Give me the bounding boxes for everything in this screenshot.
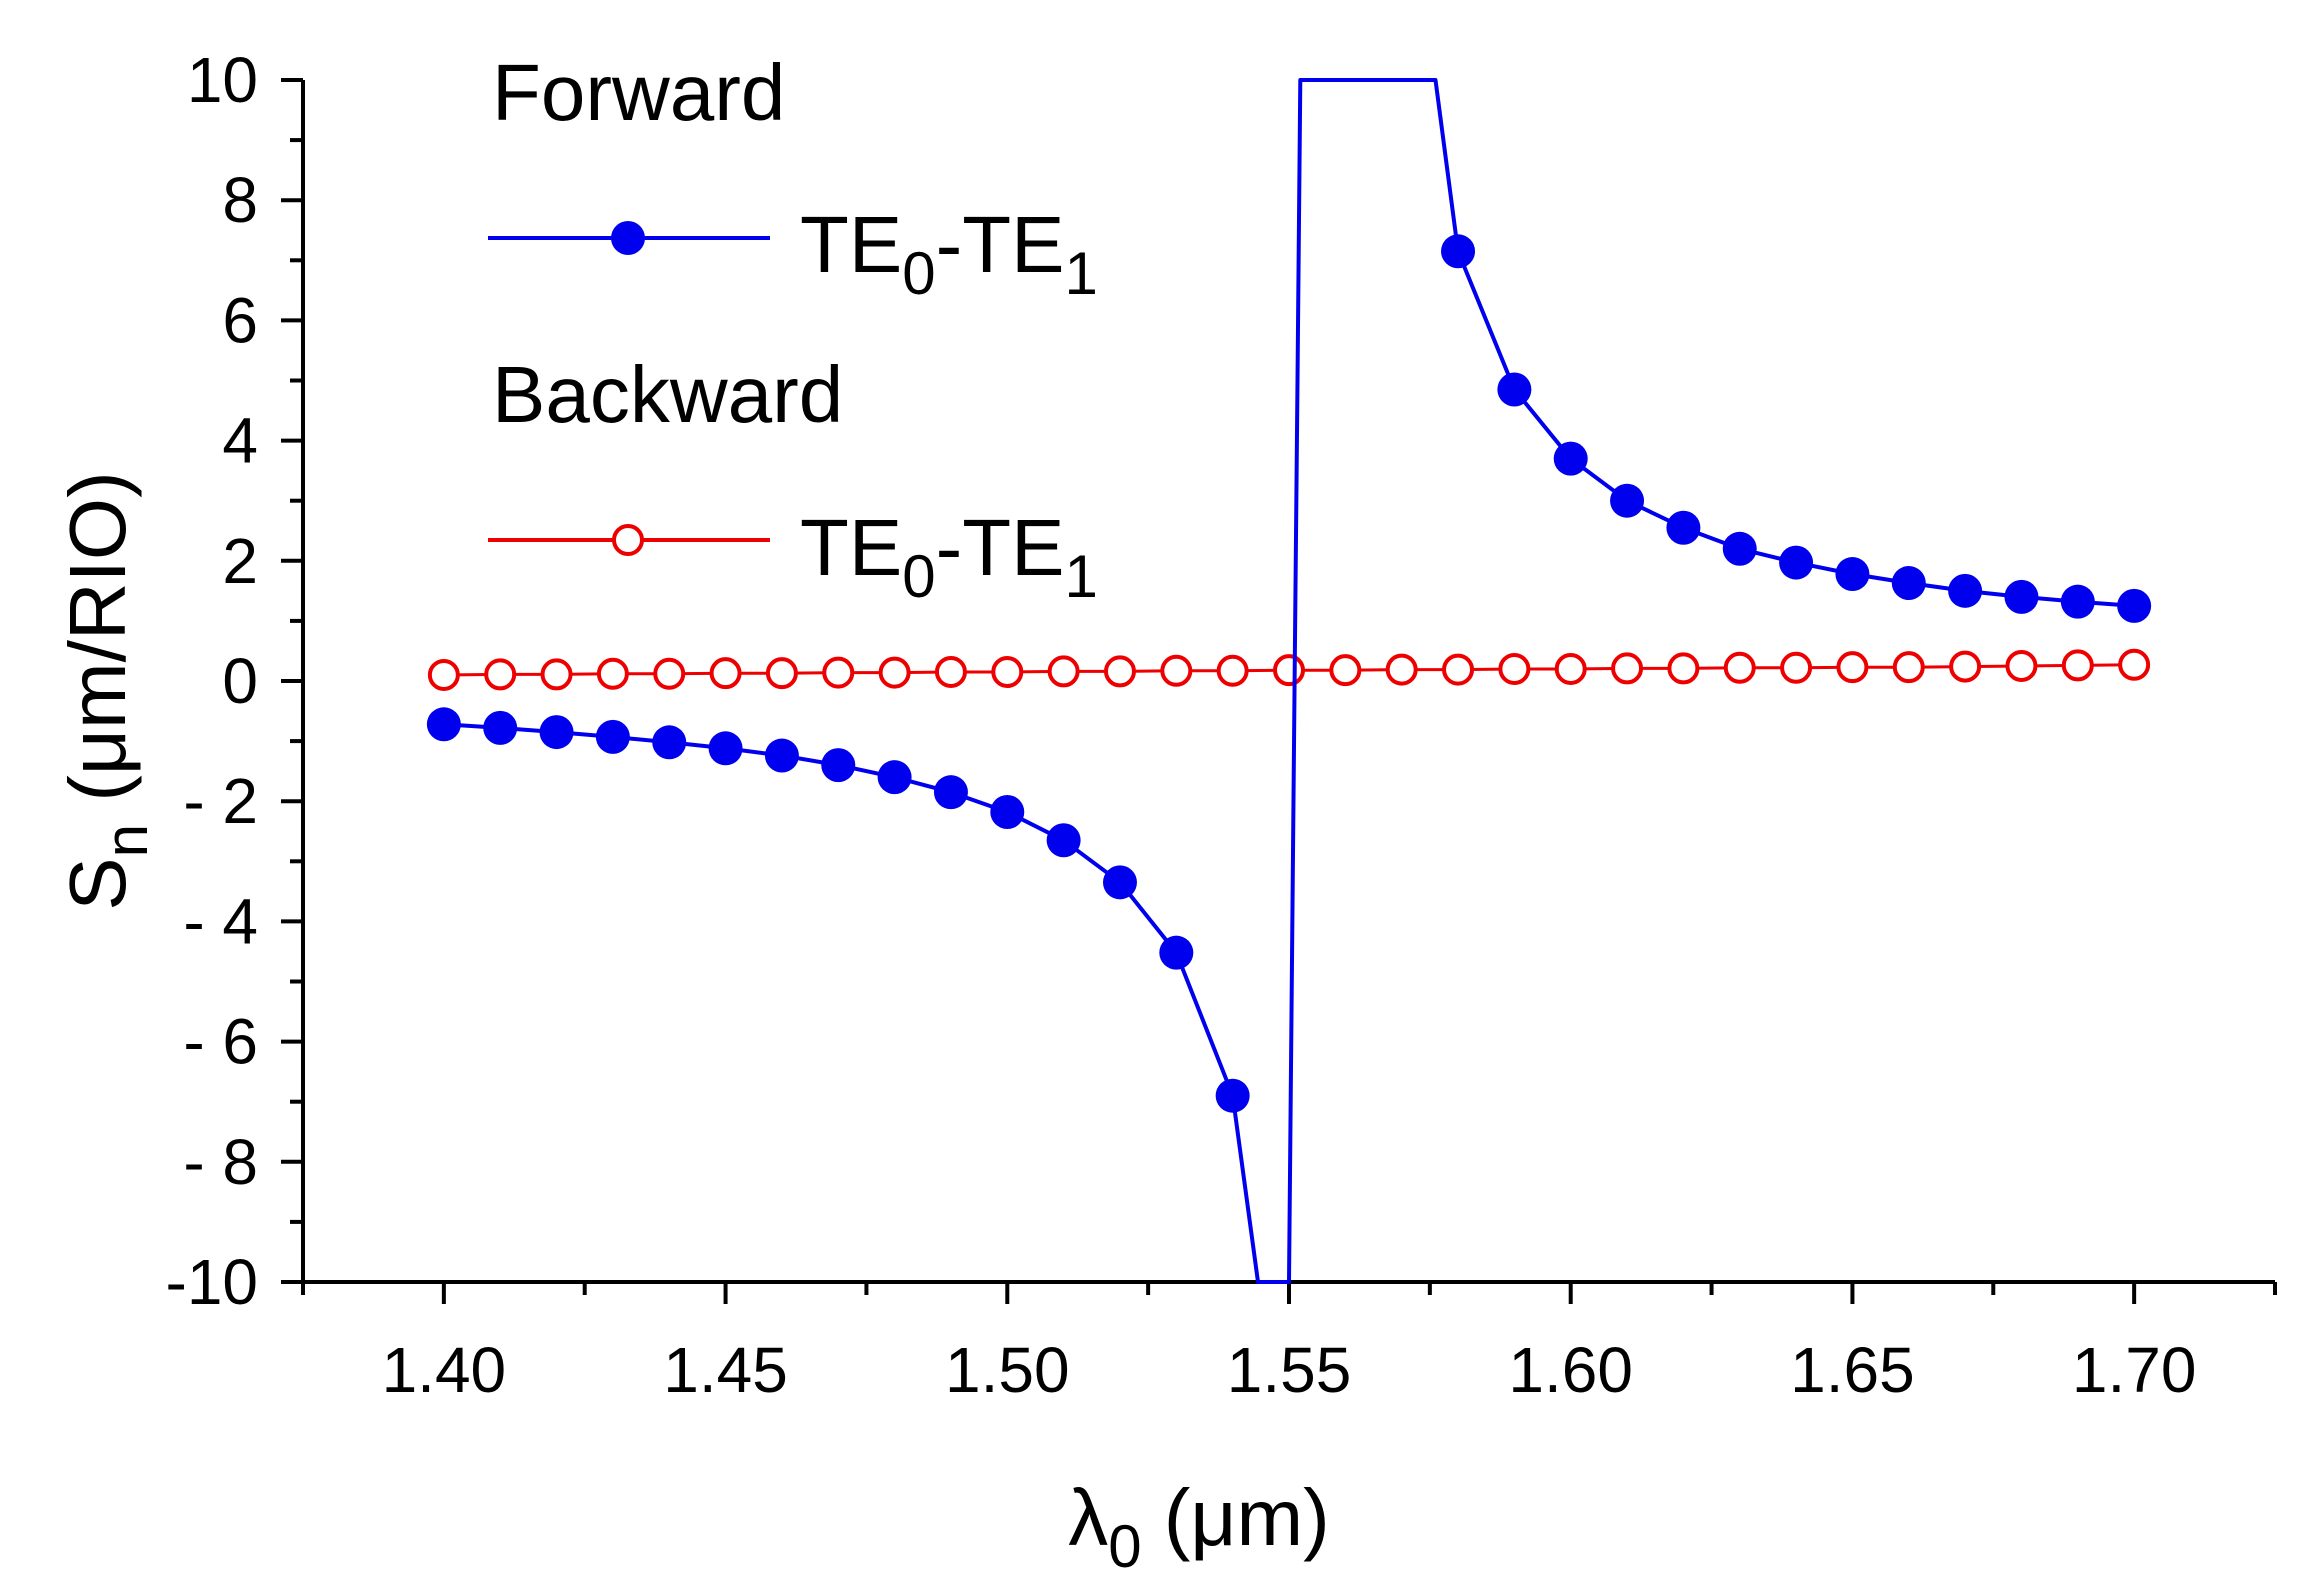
backward-point bbox=[1836, 651, 1869, 684]
backward-point bbox=[878, 656, 911, 689]
forward-point bbox=[1948, 573, 1983, 608]
forward-point bbox=[1610, 483, 1645, 518]
backward-point bbox=[991, 655, 1024, 688]
axes: 1.40 1.45 1.50 1.55 1.60 1.65 1.70 10 8 6 4 2 0 - 2 - … bbox=[53, 44, 2277, 1580]
forward-point bbox=[652, 725, 687, 760]
backward-point bbox=[2118, 648, 2151, 681]
backward-point bbox=[427, 658, 460, 691]
x-tick-label: 1.70 bbox=[2072, 1334, 2197, 1406]
x-axis-title: λ0 (μm) bbox=[1068, 1473, 1330, 1580]
forward-point bbox=[1215, 1078, 1250, 1113]
backward-point bbox=[1780, 651, 1813, 684]
forward-point bbox=[1046, 823, 1081, 858]
y-tick-label: 4 bbox=[222, 405, 258, 477]
x-tick-label: 1.45 bbox=[663, 1334, 788, 1406]
backward-point bbox=[934, 655, 967, 688]
x-tick-label: 1.55 bbox=[1227, 1334, 1352, 1406]
y-tick-label: - 8 bbox=[183, 1126, 258, 1198]
backward-point bbox=[1498, 652, 1531, 685]
forward-point bbox=[1553, 441, 1588, 476]
backward-point bbox=[1103, 655, 1136, 688]
forward-point bbox=[1497, 372, 1532, 407]
backward-point bbox=[1047, 655, 1080, 688]
backward-point bbox=[1667, 652, 1700, 685]
backward-point bbox=[484, 658, 517, 691]
legend-label: TE0-TE1 bbox=[800, 503, 1098, 610]
forward-point bbox=[539, 715, 574, 750]
backward-point bbox=[596, 657, 629, 690]
backward-point bbox=[540, 658, 573, 691]
forward-point bbox=[1722, 531, 1757, 566]
y-tick-label: 6 bbox=[222, 284, 258, 356]
forward-point bbox=[1159, 935, 1194, 970]
forward-point bbox=[1779, 545, 1814, 580]
legend-sample-marker bbox=[612, 524, 644, 556]
x-tick-label: 1.50 bbox=[945, 1334, 1070, 1406]
backward-point bbox=[2061, 649, 2094, 682]
backward-point bbox=[1442, 653, 1475, 686]
forward-point bbox=[2004, 579, 2039, 614]
forward-point bbox=[764, 738, 799, 773]
y-tick-label: -10 bbox=[166, 1246, 259, 1318]
y-tick-label: 0 bbox=[222, 645, 258, 717]
backward-point bbox=[1385, 653, 1418, 686]
forward-point bbox=[990, 795, 1025, 830]
backward-point bbox=[1611, 652, 1644, 685]
backward-point bbox=[2005, 649, 2038, 682]
x-tick-label: 1.40 bbox=[382, 1334, 507, 1406]
y-tick-label: - 4 bbox=[183, 885, 258, 957]
forward-point bbox=[1102, 865, 1137, 900]
forward-point bbox=[877, 760, 912, 795]
forward-point bbox=[595, 719, 630, 754]
backward-point bbox=[709, 657, 742, 690]
forward-point bbox=[426, 707, 461, 742]
legend-heading: Forward bbox=[492, 48, 785, 137]
forward-point bbox=[933, 775, 968, 810]
forward-series-line bbox=[443, 78, 2135, 1284]
forward-point bbox=[1835, 557, 1870, 592]
x-tick-label: 1.65 bbox=[1790, 1334, 1915, 1406]
plot-area bbox=[426, 78, 2152, 1284]
backward-point bbox=[822, 656, 855, 689]
forward-point bbox=[1891, 566, 1926, 601]
backward-point bbox=[1273, 654, 1305, 687]
y-tick-label: 8 bbox=[222, 164, 258, 236]
legend-label: TE0-TE1 bbox=[800, 200, 1098, 307]
y-tick-label: 10 bbox=[187, 44, 258, 116]
legend-sample-marker bbox=[611, 221, 645, 255]
backward-point bbox=[1949, 650, 1982, 683]
legend-heading: Backward bbox=[492, 350, 843, 439]
backward-point bbox=[653, 657, 686, 690]
y-tick-label: 2 bbox=[222, 525, 258, 597]
forward-point bbox=[1666, 510, 1701, 545]
forward-point bbox=[821, 748, 856, 783]
y-tick-label: - 2 bbox=[183, 765, 258, 837]
backward-point bbox=[1329, 654, 1362, 687]
backward-point bbox=[1723, 651, 1756, 684]
y-axis-title: Sn (μm/RIO) bbox=[53, 471, 160, 910]
forward-point bbox=[2060, 584, 2095, 619]
backward-point bbox=[1216, 654, 1249, 687]
y-tick-label: - 6 bbox=[183, 1006, 258, 1078]
backward-point bbox=[1892, 651, 1925, 684]
backward-point bbox=[1160, 654, 1193, 687]
forward-point bbox=[708, 731, 743, 766]
forward-point bbox=[483, 710, 518, 745]
x-tick-label: 1.60 bbox=[1508, 1334, 1633, 1406]
forward-point bbox=[2117, 588, 2152, 623]
backward-point bbox=[1554, 652, 1587, 685]
backward-point bbox=[765, 657, 798, 690]
forward-point bbox=[1441, 234, 1476, 269]
